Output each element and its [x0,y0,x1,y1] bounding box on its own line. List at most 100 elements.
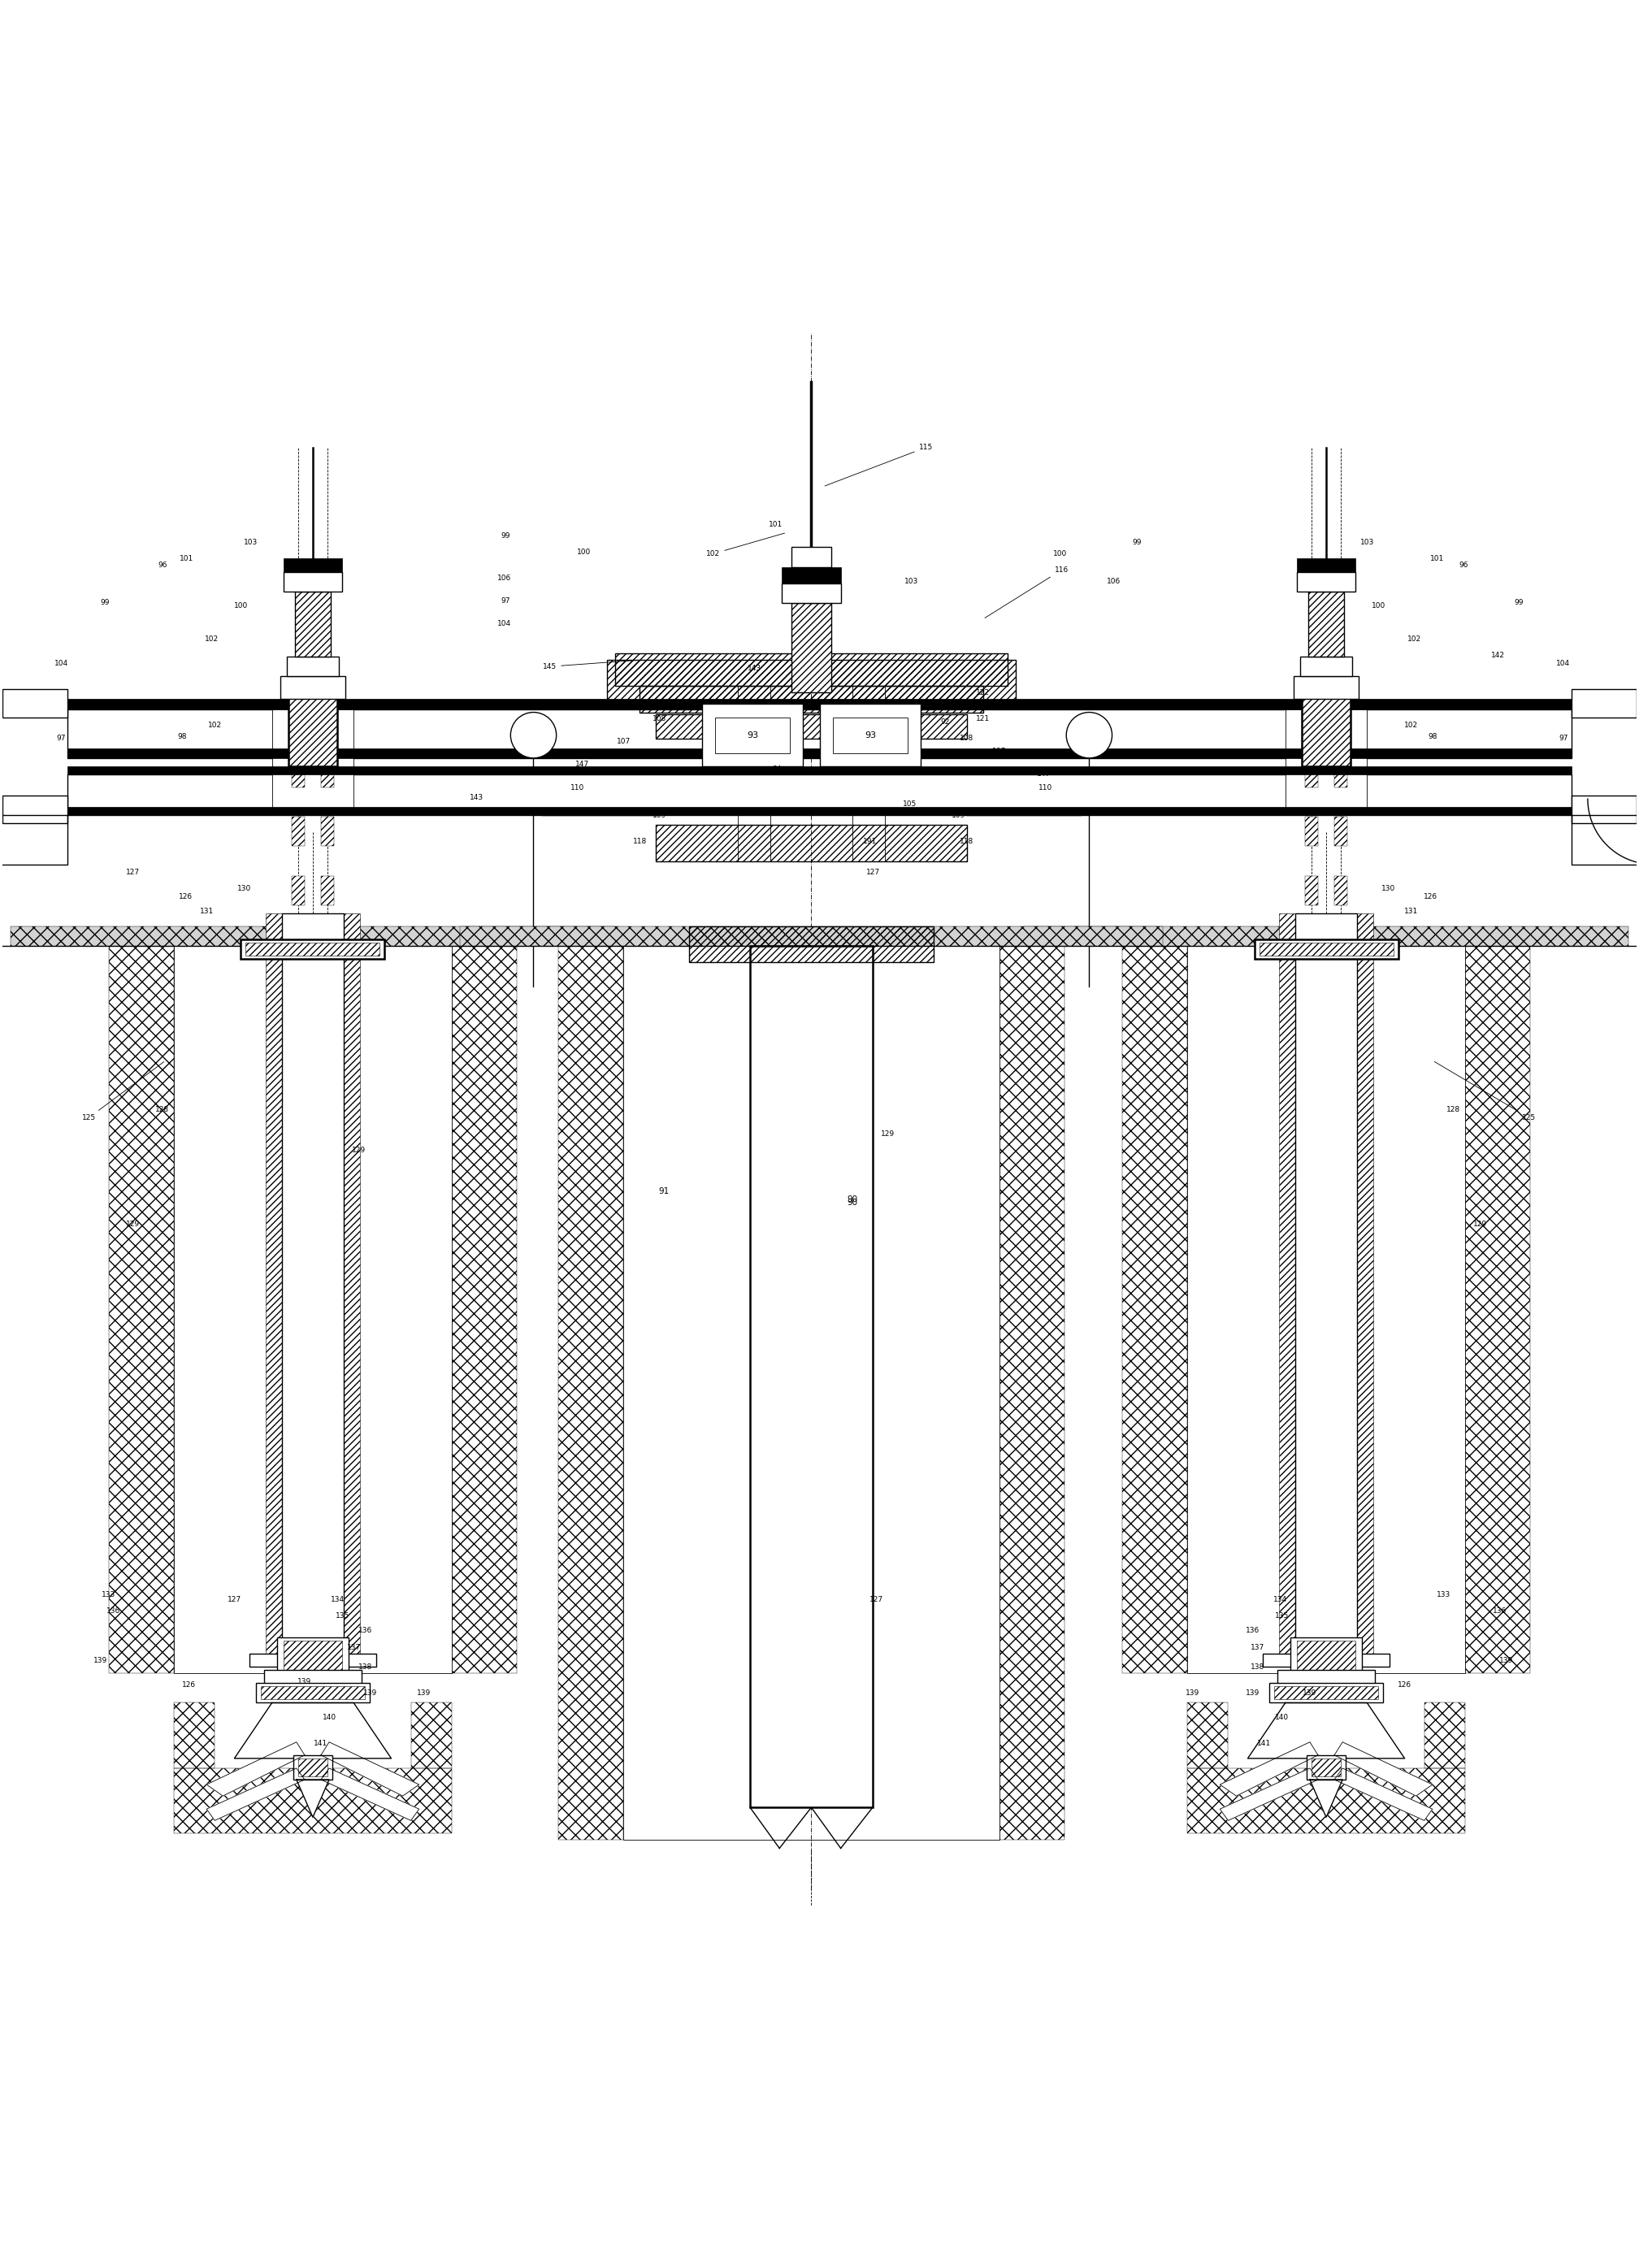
Text: 98: 98 [177,733,187,739]
Text: 139: 139 [362,1690,377,1696]
Bar [292,816,305,846]
Text: 130: 130 [1382,885,1395,894]
Bar [1277,1669,1375,1687]
Text: 104: 104 [1557,660,1570,667]
Text: 116: 116 [985,567,1069,617]
Text: 108: 108 [652,714,667,723]
Polygon shape [1219,1769,1318,1821]
Text: 108: 108 [959,735,974,742]
Text: 131: 131 [1405,907,1418,916]
Text: 102: 102 [1408,635,1421,642]
Text: 122: 122 [977,689,990,696]
Bar [288,685,338,767]
Text: 92: 92 [941,719,951,726]
Text: 127: 127 [228,1597,241,1603]
Text: 129: 129 [882,1129,895,1139]
Bar [1285,710,1367,814]
Text: 90: 90 [847,1195,857,1204]
Bar [293,1755,333,1780]
Text: 191: 191 [864,837,877,846]
Bar [782,583,841,603]
Text: 98: 98 [1428,733,1437,739]
Bar [1311,1758,1341,1776]
Bar [1308,592,1344,658]
Text: 103: 103 [782,574,795,583]
Bar [1334,875,1347,905]
Bar [1187,946,1465,1674]
Text: 125: 125 [1434,1061,1536,1120]
Bar [792,603,831,692]
Bar [292,875,305,905]
Text: 99: 99 [100,599,110,606]
Bar [461,925,1162,946]
Bar [820,703,921,767]
Text: 136: 136 [1246,1626,1260,1635]
Bar [174,1769,452,1833]
Bar [557,946,623,1839]
Bar [1269,1683,1383,1703]
Text: 106: 106 [1106,578,1121,585]
Bar [10,925,615,946]
Bar [1305,875,1318,905]
Bar [688,925,934,962]
Bar [1308,592,1344,658]
Bar [1334,816,1347,846]
Text: 132: 132 [152,807,166,816]
Text: 104: 104 [54,660,69,667]
Bar [688,925,934,962]
Bar [1262,1653,1390,1667]
Text: 145: 145 [543,660,638,669]
Text: 109: 109 [652,812,667,819]
Bar [656,714,967,739]
Bar [782,567,841,583]
Text: 132: 132 [1460,807,1473,816]
Bar [1306,1755,1346,1780]
Text: 130: 130 [238,885,251,894]
Text: 100: 100 [1372,603,1385,610]
Text: 138: 138 [357,1662,372,1672]
Text: 102: 102 [205,635,218,642]
Text: 133: 133 [1437,1592,1451,1599]
Text: 134: 134 [1274,1597,1287,1603]
Text: 129: 129 [1473,1220,1487,1227]
Bar [715,717,790,753]
Text: 139: 139 [1185,1690,1200,1696]
Text: 128: 128 [1447,1107,1460,1114]
Bar [1572,689,1637,717]
Bar [792,603,831,692]
Text: 136: 136 [1493,1608,1506,1615]
Bar [282,914,344,1658]
Text: 139: 139 [298,1678,311,1685]
Bar [1296,558,1355,572]
Text: 96: 96 [157,562,167,569]
Polygon shape [1247,1703,1405,1758]
Text: 137: 137 [347,1644,361,1651]
Text: 99: 99 [1514,599,1524,606]
Bar [321,875,334,905]
Bar [2,689,67,717]
Bar [1295,914,1357,1658]
Bar [108,946,174,1674]
Text: 135: 135 [1275,1613,1288,1619]
Bar [292,758,305,787]
Bar [344,914,361,1658]
Bar [1274,1687,1378,1699]
Bar [1187,1769,1465,1833]
Bar [623,946,1000,1839]
Text: 136: 136 [107,1608,120,1615]
Circle shape [1067,712,1113,758]
Text: 127: 127 [870,1597,883,1603]
Bar [1296,572,1355,592]
Bar [67,710,1572,758]
Bar [1572,796,1637,823]
Bar [174,946,452,1674]
Text: 140: 140 [1275,1715,1288,1721]
Text: 106: 106 [497,574,511,583]
Text: 103: 103 [1360,538,1373,547]
Bar [246,943,380,955]
Bar [67,767,1572,773]
Text: 107: 107 [992,748,1006,755]
Bar [256,1683,370,1703]
Text: 118: 118 [959,837,974,846]
Text: 140: 140 [323,1715,336,1721]
